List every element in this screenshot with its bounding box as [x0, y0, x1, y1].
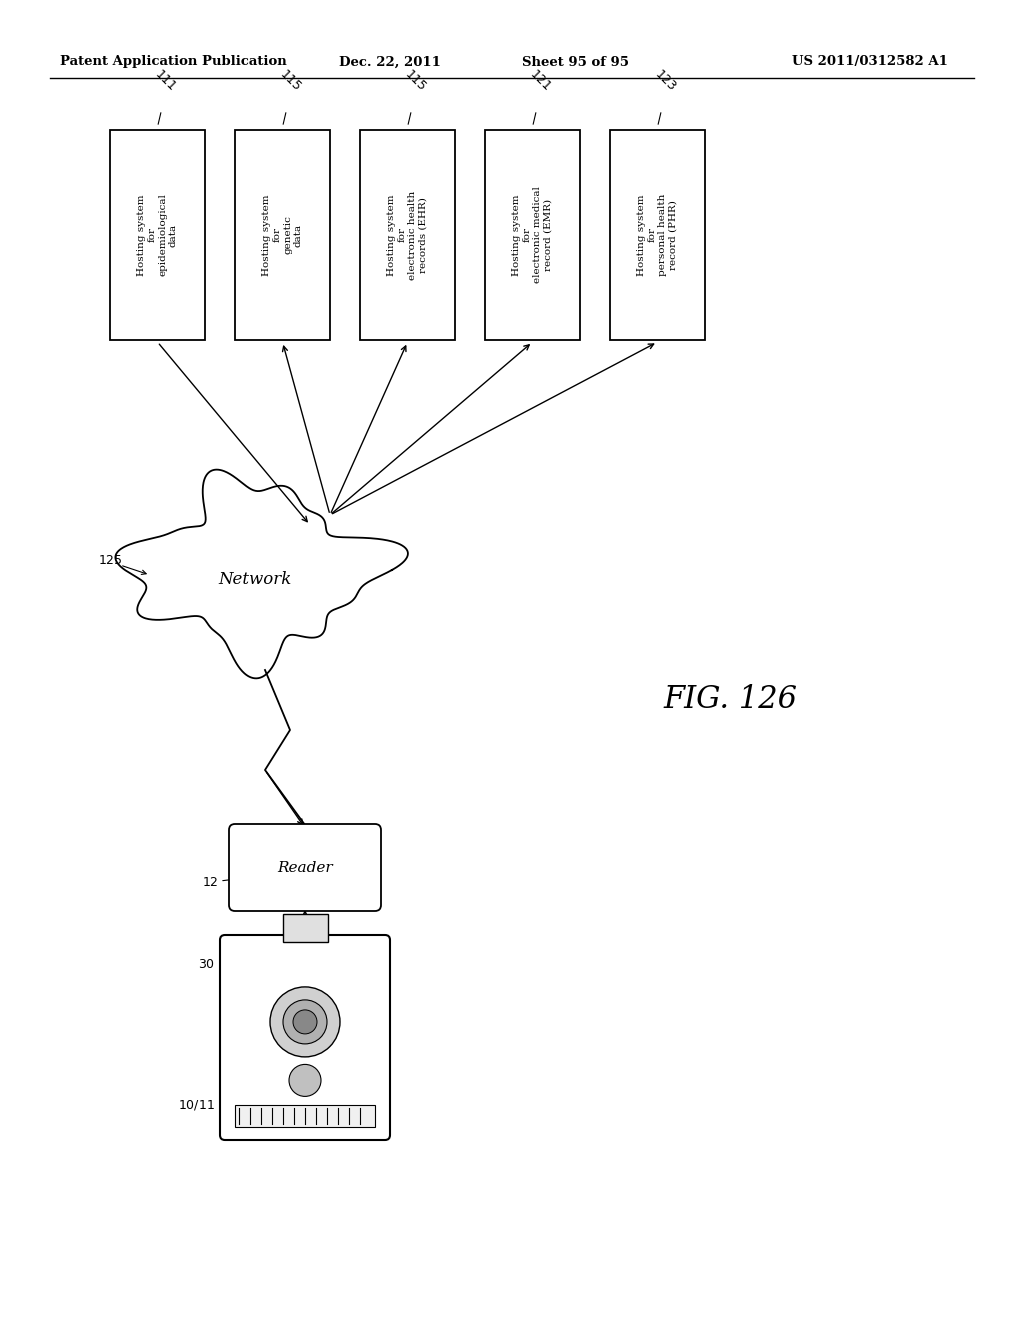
Text: FIG. 126: FIG. 126 [663, 685, 797, 715]
Text: Reader: Reader [278, 861, 333, 874]
Circle shape [289, 1064, 321, 1097]
Text: $\mathit{115}$: $\mathit{115}$ [278, 66, 304, 94]
Text: Sheet 95 of 95: Sheet 95 of 95 [521, 55, 629, 69]
Text: $\mathit{12}$: $\mathit{12}$ [202, 876, 218, 888]
FancyBboxPatch shape [229, 824, 381, 911]
Text: US 2011/0312582 A1: US 2011/0312582 A1 [792, 55, 948, 69]
Polygon shape [116, 470, 408, 678]
Text: Network: Network [218, 572, 292, 589]
Circle shape [283, 1001, 327, 1044]
Text: $\mathit{10/11}$: $\mathit{10/11}$ [178, 1098, 215, 1111]
Text: $\mathit{121}$: $\mathit{121}$ [527, 67, 554, 94]
Text: Hosting system
for
genetic
data: Hosting system for genetic data [262, 194, 303, 276]
Text: $\mathit{123}$: $\mathit{123}$ [652, 66, 679, 94]
Text: $\mathit{115}$: $\mathit{115}$ [402, 66, 429, 94]
Bar [485, 129, 580, 341]
Bar [283, 913, 328, 942]
Bar [234, 1105, 375, 1127]
Text: $\mathit{111}$: $\mathit{111}$ [153, 67, 179, 94]
Text: Patent Application Publication: Patent Application Publication [60, 55, 287, 69]
Bar [234, 129, 330, 341]
Text: $\mathit{125}$: $\mathit{125}$ [97, 553, 123, 566]
Bar [610, 129, 705, 341]
Bar [360, 129, 455, 341]
Text: Hosting system
for
epidemiological
data: Hosting system for epidemiological data [137, 194, 177, 276]
Circle shape [293, 1010, 317, 1034]
Text: Hosting system
for
electronic medical
record (EMR): Hosting system for electronic medical re… [512, 186, 553, 284]
Text: Dec. 22, 2011: Dec. 22, 2011 [339, 55, 441, 69]
Text: Hosting system
for
personal health
record (PHR): Hosting system for personal health recor… [637, 194, 678, 276]
Bar [110, 129, 205, 341]
Text: Hosting system
for
electronic health
records (EHR): Hosting system for electronic health rec… [387, 190, 428, 280]
FancyBboxPatch shape [220, 935, 390, 1140]
Text: $\mathit{30}$: $\mathit{30}$ [198, 958, 215, 972]
Circle shape [270, 987, 340, 1057]
